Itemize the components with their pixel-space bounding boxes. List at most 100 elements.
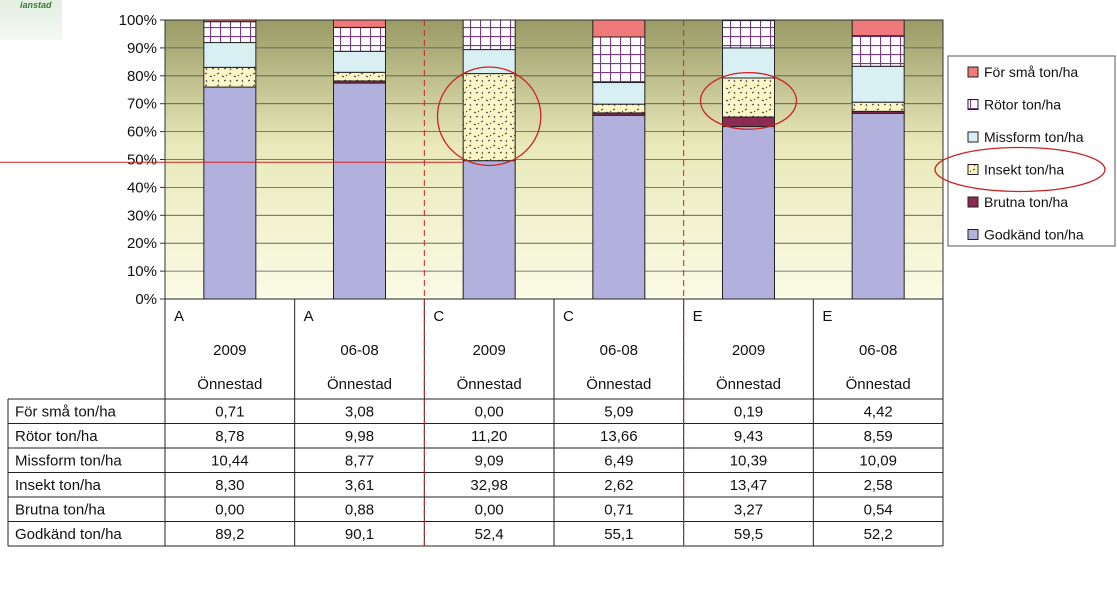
legend-label: Rötor ton/ha	[984, 97, 1061, 113]
logo-text: ianstad	[20, 0, 52, 10]
bar-segment	[722, 126, 775, 300]
table-cell: 10,09	[859, 452, 897, 469]
y-tick-label: 0%	[135, 291, 157, 308]
bar-segment	[203, 86, 257, 300]
legend-swatch	[967, 164, 979, 175]
category-site-label: Önnestad	[197, 375, 262, 393]
table-row-label: Godkänd ton/ha	[15, 526, 122, 543]
table-cell: 0,54	[864, 501, 893, 518]
highlight-ellipse	[934, 146, 1106, 193]
bar-segment	[851, 101, 905, 112]
table-row-label: För små ton/ha	[15, 403, 117, 420]
category-group-label: A	[174, 308, 184, 325]
table-cell: 9,98	[345, 428, 374, 445]
table-cell: 9,43	[734, 428, 763, 445]
y-tick-label: 50%	[127, 152, 157, 169]
category-year-label: 06-08	[340, 342, 378, 359]
y-tick-label: 100%	[119, 12, 157, 29]
category-site-label: Önnestad	[457, 375, 522, 393]
table-cell: 55,1	[604, 526, 633, 543]
y-tick-label: 20%	[127, 235, 157, 252]
category-group-label: C	[433, 308, 444, 325]
bar-segment	[592, 82, 646, 105]
bar-segment	[333, 71, 386, 82]
category-year-label: 2009	[213, 342, 246, 359]
table-cell: 10,39	[730, 452, 768, 469]
table-row-label: Rötor ton/ha	[15, 428, 98, 445]
category-group-label: A	[304, 308, 314, 325]
y-tick-label: 60%	[127, 124, 157, 141]
legend-swatch	[967, 66, 979, 78]
table-cell: 11,20	[471, 428, 507, 445]
legend-label: Missform ton/ha	[984, 129, 1084, 145]
table-cell: 0,00	[475, 403, 504, 420]
bar-segment	[851, 65, 905, 103]
legend-label: Insekt ton/ha	[984, 162, 1064, 178]
table-cell: 13,66	[600, 428, 638, 445]
table-cell: 6,49	[604, 452, 633, 469]
table-cell: 52,4	[475, 526, 504, 543]
bar-segment	[722, 77, 775, 118]
bar-segment	[333, 19, 386, 28]
table-cell: 8,77	[345, 452, 374, 469]
table-cell: 0,71	[604, 501, 633, 518]
table-cell: 10,44	[211, 452, 249, 469]
table-cell: 8,78	[215, 428, 244, 445]
logo: ianstad	[0, 0, 62, 40]
table-cell: 0,19	[734, 403, 763, 420]
bar-segment	[462, 160, 516, 300]
highlight-ellipse	[699, 71, 798, 130]
legend-swatch	[967, 99, 979, 110]
table-cell: 59,5	[734, 526, 763, 543]
table-cell: 3,08	[345, 403, 374, 420]
table-cell: 0,71	[215, 403, 244, 420]
bar-segment	[592, 103, 646, 114]
category-year-label: 06-08	[600, 342, 638, 359]
table-cell: 90,1	[345, 526, 374, 543]
table-cell: 8,30	[215, 477, 244, 494]
bar-segment	[851, 112, 905, 300]
category-group-label: C	[563, 308, 574, 325]
category-site-label: Önnestad	[846, 375, 911, 393]
category-site-label: Önnestad	[716, 375, 781, 393]
highlight-ellipse	[436, 66, 542, 167]
legend-label: För små ton/ha	[984, 64, 1078, 80]
table-cell: 0,88	[345, 501, 374, 518]
bar-segment	[851, 19, 905, 37]
bar-segment	[592, 114, 646, 300]
table-cell: 89,2	[215, 526, 244, 543]
bar-segment	[333, 50, 386, 73]
table-cell: 13,47	[730, 477, 768, 494]
table-row-label: Insekt ton/ha	[15, 477, 102, 494]
table-cell: 3,27	[734, 501, 763, 518]
bar-segment	[333, 82, 386, 300]
bar-segment	[462, 19, 516, 51]
bar-segment	[203, 21, 257, 44]
bar-segment	[203, 19, 257, 23]
table-row-label: Missform ton/ha	[15, 452, 122, 469]
bar-segment	[592, 19, 646, 38]
table-cell: 0,00	[475, 501, 504, 518]
category-site-label: Önnestad	[327, 375, 392, 393]
category-group-label: E	[822, 308, 832, 325]
bar-segment	[851, 35, 905, 67]
category-site-label: Önnestad	[586, 375, 651, 393]
category-year-label: 2009	[732, 342, 765, 359]
y-tick-label: 30%	[127, 207, 157, 224]
table-cell: 2,62	[604, 477, 633, 494]
legend-swatch	[967, 131, 979, 143]
table-cell: 52,2	[864, 526, 893, 543]
bar-segment	[722, 47, 775, 79]
table-cell: 8,59	[864, 428, 893, 445]
legend-swatch	[967, 229, 979, 240]
y-tick-label: 10%	[127, 263, 157, 280]
table-cell: 4,42	[864, 403, 893, 420]
table-cell: 32,98	[470, 477, 508, 494]
table-cell: 0,00	[215, 501, 244, 518]
bar-segment	[462, 73, 516, 162]
table-cell: 5,09	[604, 403, 633, 420]
bar-segment	[203, 66, 257, 88]
bar-segment	[722, 116, 775, 128]
legend-label: Godkänd ton/ha	[984, 227, 1084, 243]
